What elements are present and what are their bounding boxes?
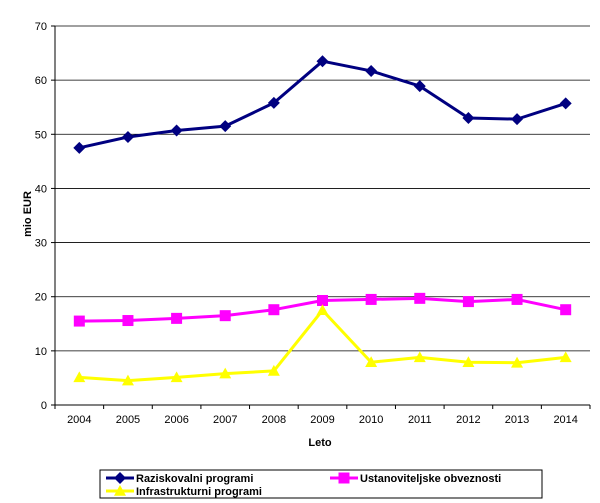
data-point: [365, 293, 377, 305]
y-tick-label: 50: [35, 129, 47, 141]
data-point: [170, 124, 183, 137]
data-point: [121, 374, 134, 386]
data-point: [316, 304, 329, 316]
x-tick-label: 2011: [408, 414, 432, 426]
y-tick-label: 40: [35, 183, 47, 195]
data-point: [267, 96, 280, 109]
y-tick-label: 10: [35, 346, 47, 358]
x-tick-label: 2009: [310, 414, 334, 426]
data-point: [73, 371, 86, 383]
legend-label: Infrastrukturni programi: [136, 486, 262, 498]
y-tick-label: 70: [35, 21, 47, 33]
legend-marker: [114, 485, 126, 496]
axes: [51, 25, 591, 409]
data-point: [219, 120, 232, 133]
x-axis-title: Leto: [308, 437, 332, 449]
series-2: [73, 304, 572, 386]
y-tick-label: 30: [35, 238, 47, 250]
legend-box: [99, 469, 543, 499]
data-point: [462, 112, 475, 125]
data-point: [365, 64, 378, 77]
y-tick-label: 60: [35, 75, 47, 87]
y-tick-label: 20: [35, 292, 47, 304]
series-line: [78, 59, 567, 150]
data-point: [219, 310, 231, 322]
data-point: [413, 351, 426, 363]
data-point: [316, 55, 329, 68]
data-point: [365, 356, 378, 368]
y-tick-labels: 0 10 20 30 40 50 60 70: [35, 21, 47, 412]
data-point: [171, 312, 183, 324]
x-tick-label: 2010: [359, 414, 383, 426]
x-tick-label: 2006: [164, 414, 188, 426]
data-point: [511, 113, 524, 126]
x-tick-labels: 2004 2005 2006 2007 2008 2009 2010 2011 2012 2013…: [67, 414, 578, 426]
series-1: [73, 292, 572, 327]
data-point: [73, 141, 86, 154]
data-point: [511, 293, 523, 305]
x-tick-label: 2013: [505, 414, 529, 426]
data-point: [462, 296, 474, 308]
data-point: [170, 371, 183, 383]
y-axis-title: mio EUR: [22, 191, 34, 237]
data-point: [462, 356, 475, 368]
data-point: [122, 315, 134, 327]
data-point: [267, 364, 280, 376]
legend-marker: [338, 472, 350, 484]
series-0: [73, 55, 572, 154]
data-point: [268, 304, 280, 316]
data-point: [559, 97, 572, 110]
data-point: [219, 367, 232, 379]
legend-label: Raziskovalni programi: [136, 473, 253, 485]
data-point: [121, 130, 134, 143]
x-tick-label: 2014: [553, 414, 577, 426]
data-point: [317, 295, 328, 307]
legend-marker: [114, 472, 126, 484]
legend: Raziskovalni programi Ustanoviteljske obv…: [99, 469, 543, 499]
x-tick-label: 2007: [213, 414, 237, 426]
x-tick-label: 2008: [262, 414, 286, 426]
y-tick-label: 0: [41, 400, 47, 412]
x-tick-label: 2004: [67, 414, 91, 426]
x-tick-label: 2012: [456, 414, 480, 426]
data-point: [511, 356, 524, 368]
series-group: [73, 55, 572, 386]
data-point: [414, 292, 426, 304]
data-point: [413, 80, 426, 93]
data-point: [559, 351, 572, 363]
data-point: [73, 315, 85, 327]
x-tick-label: 2005: [116, 414, 140, 426]
legend-label: Ustanoviteljske obveznosti: [360, 473, 501, 485]
data-point: [560, 304, 572, 316]
